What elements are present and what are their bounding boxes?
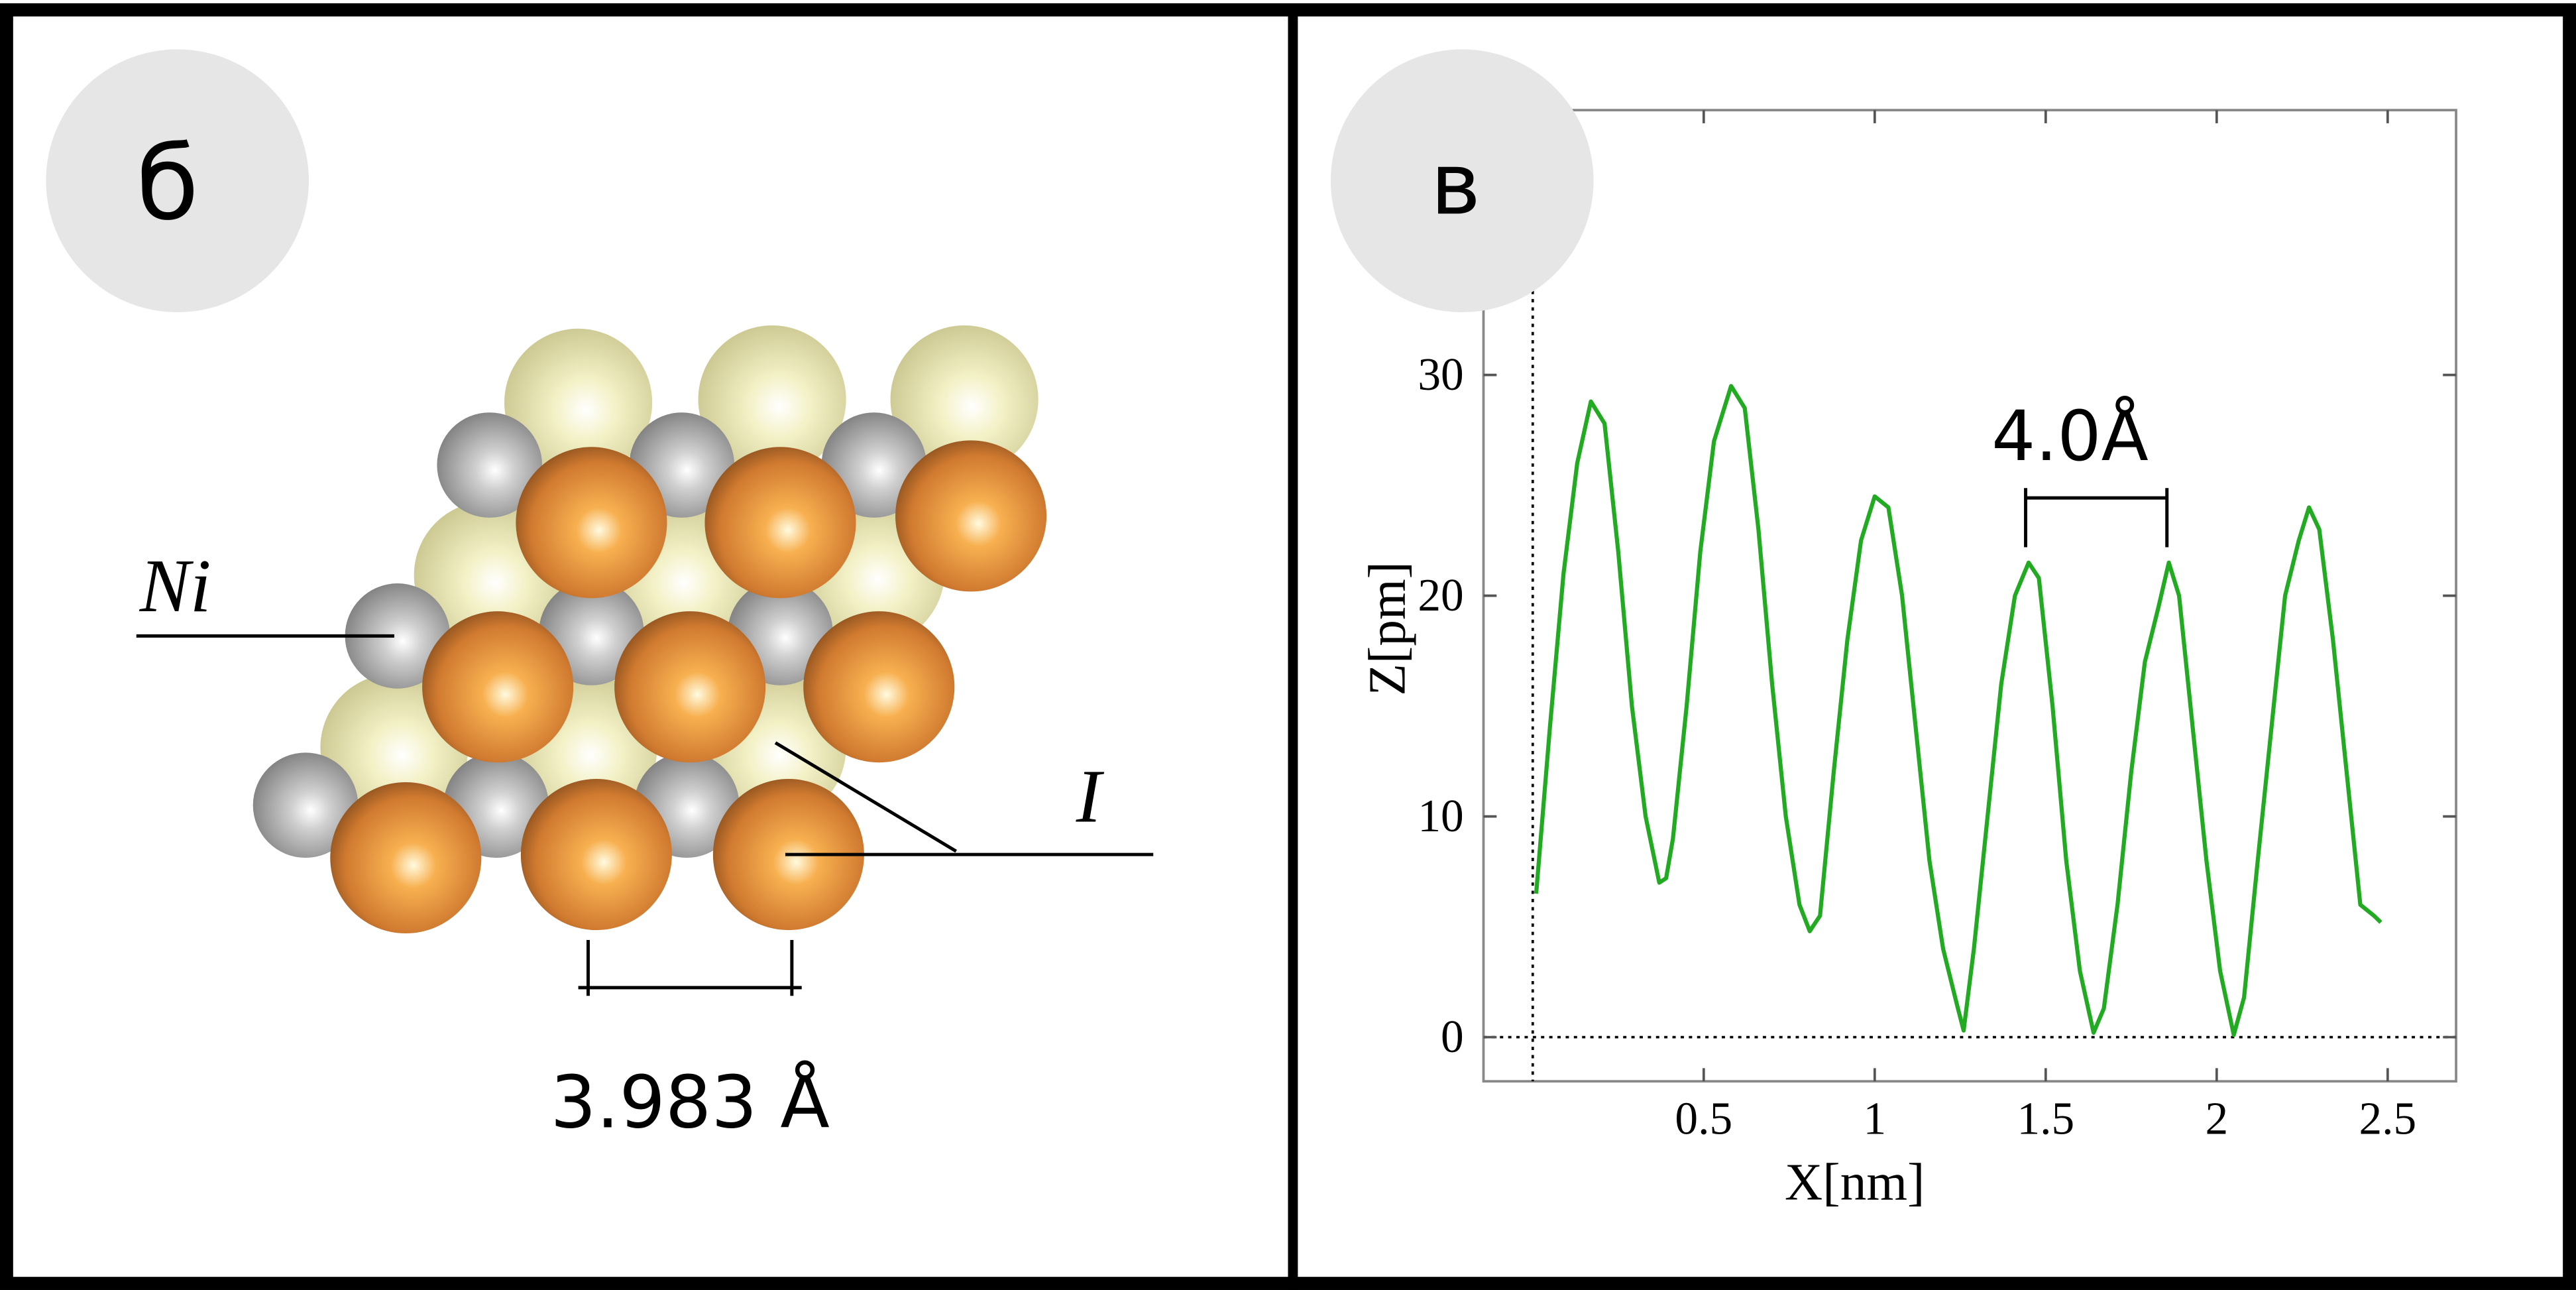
y-tick-label: 0 [1441,1012,1464,1063]
atom-model [252,325,1047,934]
panel-badge [1330,49,1594,313]
panel-label: б [136,125,199,243]
iodine-atom [803,611,955,763]
iodine-atom [330,782,482,934]
iodine-atom [704,447,856,599]
atom-label: Ni [139,544,211,628]
i-pointer [774,741,958,853]
x-tick-label: 2.5 [2359,1093,2416,1144]
spacing-bracket [578,939,802,996]
panel-badge [46,49,309,313]
y-tick-label: 10 [1418,791,1463,842]
spacing-label: 3.983 Å [550,1061,830,1145]
iodine-atom [895,440,1047,592]
plot-frame [1482,109,2457,1083]
nickel-atom [252,752,359,858]
iodine-atom [520,779,672,931]
nickel-atom [437,412,543,518]
x-tick-label: 2 [2205,1093,2228,1144]
nickel-atom [345,583,451,689]
iodine-atom [614,611,766,763]
iodine-back-atom [504,328,653,477]
x-tick-label: 0.5 [1675,1093,1732,1144]
iodine-back-atom [698,325,846,473]
x-axis-label: X[nm] [1785,1153,1925,1212]
y-tick-label: 30 [1418,349,1463,400]
iodine-atom [516,447,667,599]
line-chart: 0 10 20 30 0.5 1 1.5 2 2.5 X[nm] Z[pm] [1359,109,2457,1212]
iodine-atom [422,611,574,763]
y-axis-label: Z[pm] [1359,561,1417,696]
x-tick-label: 1 [1863,1093,1886,1144]
iodine-back-atom [890,325,1038,473]
atom-label: I [1076,754,1105,838]
y-tick-label: 20 [1418,570,1463,621]
annotation-bracket [2024,488,2169,548]
annotation: 4.0Å [1991,396,2149,477]
x-tick-label: 1.5 [2017,1093,2074,1144]
data-line [1534,384,2382,1037]
panel-label: в [1430,135,1481,234]
